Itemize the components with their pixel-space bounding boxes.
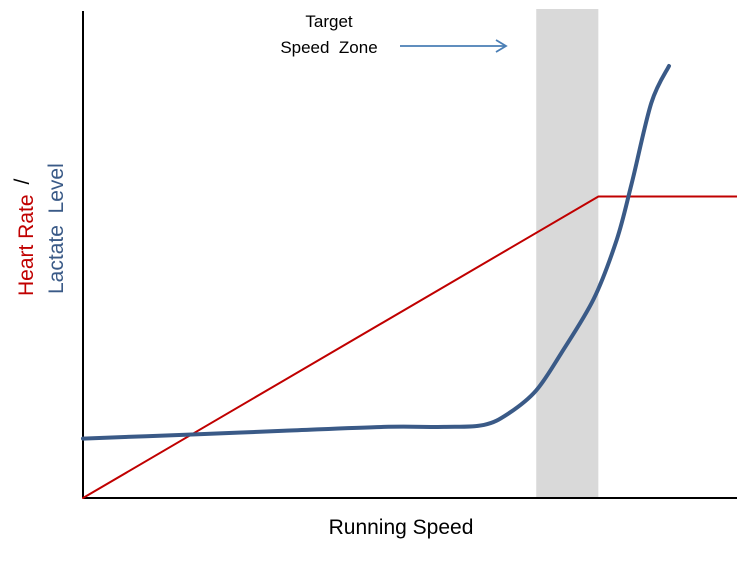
y-axis-label: Heart Rate / Lactate Level bbox=[11, 163, 68, 296]
target-speed-zone-annotation: Target Speed Zone bbox=[280, 12, 508, 57]
y-label-separator: / bbox=[11, 178, 34, 184]
annotation-line-1: Target bbox=[305, 12, 353, 31]
annotation-arrow-head bbox=[495, 39, 508, 53]
annotation-line-2: Speed Zone bbox=[280, 38, 377, 57]
lactate-level-curve bbox=[81, 64, 671, 441]
heart-rate-label: Heart Rate bbox=[15, 194, 38, 296]
lactate-level-label: Lactate Level bbox=[45, 163, 68, 294]
heart-rate-line bbox=[82, 195, 737, 499]
target-speed-zone-band bbox=[536, 9, 599, 498]
x-axis-label: Running Speed bbox=[329, 516, 474, 539]
